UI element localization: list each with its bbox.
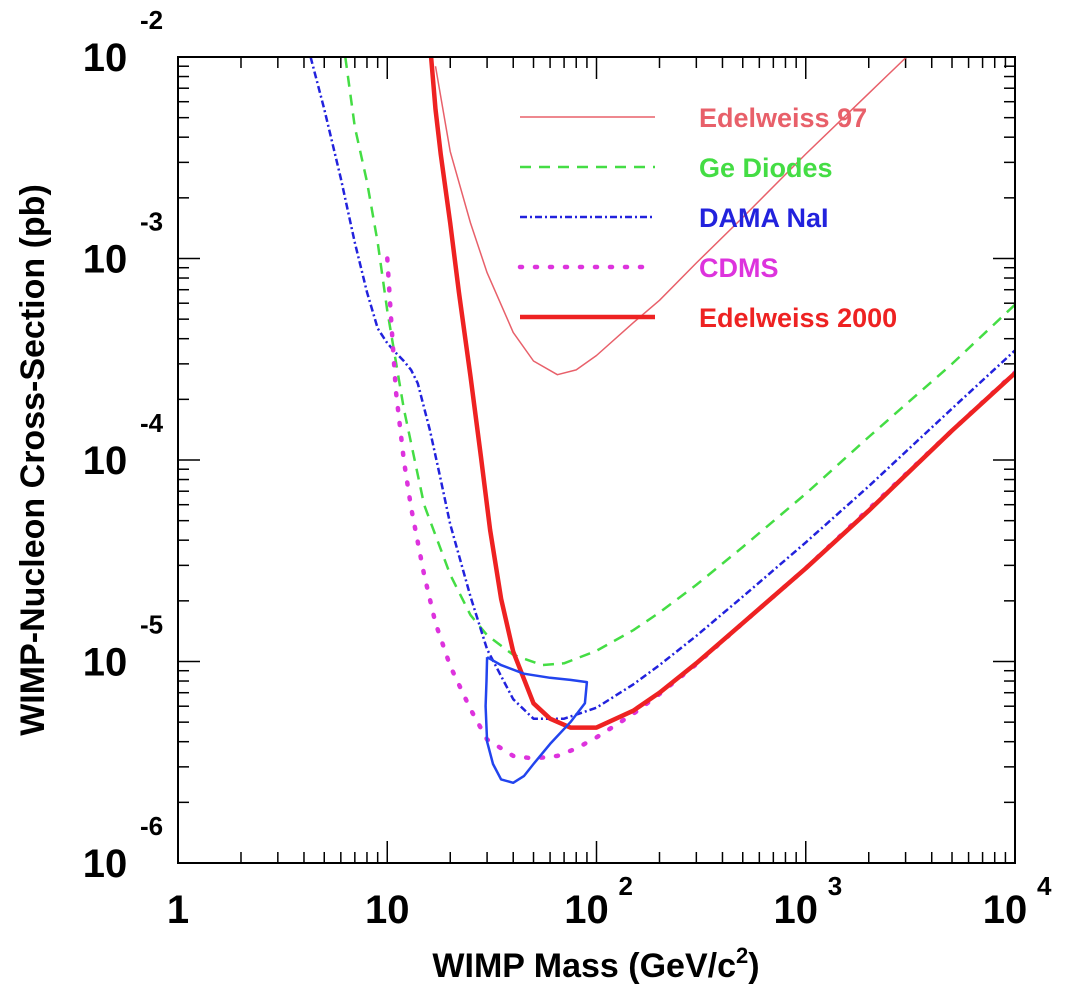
x-axis-title-main: WIMP Mass (GeV/c — [432, 947, 736, 985]
y-tick-label-base: 10 — [83, 439, 128, 483]
y-tick-label-exponent: -6 — [140, 811, 163, 841]
series-line-edelweiss-2000 — [428, 57, 1015, 730]
contour-region — [484, 656, 589, 785]
x-tick-label-exponent: 3 — [828, 871, 842, 901]
y-tick-label-exponent: -4 — [140, 408, 164, 438]
legend-label: Ge Diodes — [699, 153, 833, 183]
y-tick-label-base: 10 — [83, 842, 128, 886]
y-tick-label-exponent: -5 — [140, 610, 163, 640]
x-tick-label-base: 10 — [365, 888, 410, 932]
x-axis-title-sup: 2 — [736, 943, 748, 968]
legend-label: CDMS — [699, 253, 779, 283]
y-tick-label-base: 10 — [83, 36, 128, 80]
y-tick-label-exponent: -3 — [140, 207, 163, 237]
y-axis-title: WIMP-Nucleon Cross-Section (pb) — [14, 184, 52, 736]
y-tick-label: 10 -2 — [83, 5, 163, 80]
x-tick-label: 10 3 — [774, 871, 843, 932]
y-tick-label: 10 -3 — [83, 207, 163, 282]
legend-label: Edelweiss 2000 — [699, 303, 897, 333]
x-tick-label: 10 2 — [564, 871, 633, 932]
y-tick-label-base: 10 — [83, 238, 128, 282]
legend-label: DAMA NaI — [699, 203, 829, 233]
legend-item: DAMA NaI — [520, 203, 829, 233]
series-line-ge-diodes — [344, 57, 1015, 667]
x-tick-label: 10 4 — [983, 871, 1052, 932]
legend: Edelweiss 97 Ge Diodes DAMA NaI CDMS Edelwei… — [517, 103, 897, 333]
x-tick-label-base: 10 — [774, 888, 819, 932]
x-tick-label-exponent: 4 — [1037, 871, 1052, 901]
legend-label: Edelweiss 97 — [699, 103, 867, 133]
legend-item: Edelweiss 2000 — [520, 303, 897, 333]
legend-item: CDMS — [517, 253, 779, 283]
series-line-dama-nai — [309, 57, 1015, 720]
x-tick-label-base: 10 — [564, 888, 609, 932]
series-line-edelweiss-97 — [434, 57, 908, 376]
y-tick-label: 10 -5 — [83, 610, 163, 685]
y-tick-label: 10 -4 — [83, 408, 164, 483]
y-tick-label-base: 10 — [83, 641, 128, 685]
x-axis-title: WIMP Mass (GeV/c2) — [432, 943, 759, 985]
series-layer — [309, 57, 1015, 785]
x-axis-title-tail: ) — [748, 947, 759, 985]
y-tick-label: 10 -6 — [83, 811, 163, 886]
plot-frame — [177, 56, 1016, 864]
legend-item: Edelweiss 97 — [520, 103, 867, 133]
x-tick-label: 1 — [167, 888, 189, 932]
legend-item: Ge Diodes — [520, 153, 833, 183]
x-tick-label-base: 10 — [983, 888, 1028, 932]
x-tick-label-base: 1 — [167, 888, 189, 932]
x-tick-label: 10 — [365, 888, 410, 932]
y-tick-label-exponent: -2 — [140, 5, 163, 35]
x-tick-labels: 1 10 10 2 10 3 10 4 — [167, 871, 1052, 932]
y-tick-labels: 10 -6 10 -5 10 -4 10 -3 10 -2 — [83, 5, 164, 886]
x-tick-label-exponent: 2 — [619, 871, 633, 901]
tick-marks — [177, 57, 1015, 864]
